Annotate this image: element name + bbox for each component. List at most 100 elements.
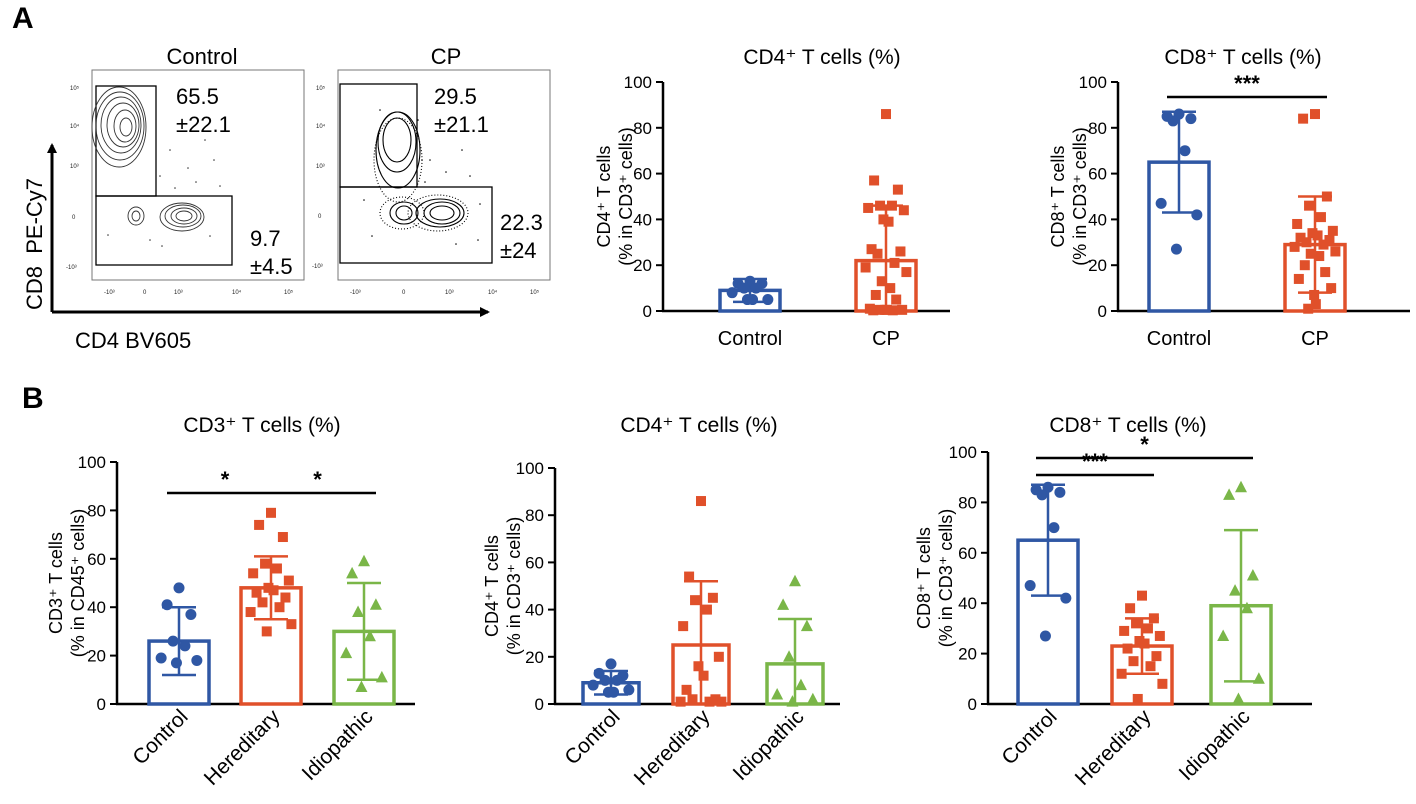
- data-point: [710, 694, 721, 705]
- data-point: [1293, 273, 1304, 284]
- data-point: [1185, 113, 1197, 125]
- flow-scatter-dots: [363, 109, 481, 245]
- flow-x-tick: 10³: [174, 290, 183, 296]
- category-label: CP: [1301, 328, 1329, 350]
- data-point: [1142, 623, 1153, 634]
- data-point: [1327, 225, 1338, 236]
- y-tick-label: 60: [525, 553, 544, 572]
- data-point: [875, 200, 886, 211]
- flow-x-tick: 10⁴: [488, 289, 498, 296]
- data-point: [1154, 630, 1165, 641]
- y-tick-label: 60: [958, 544, 977, 563]
- data-point: [352, 605, 365, 618]
- gate-lower: [95, 195, 233, 266]
- y-axis-label: (% in CD3⁺ cells): [936, 509, 956, 648]
- data-point: [1155, 197, 1167, 209]
- flow-y-tick: 10⁴: [316, 123, 326, 130]
- y-tick-label: 0: [535, 695, 544, 714]
- flow-y-tick: 10³: [70, 164, 79, 170]
- chart-title: CD8⁺ T cells (%): [1049, 414, 1206, 437]
- data-point: [1309, 289, 1320, 300]
- bar-chart-cd4-control-vs-cp: CD4⁺ T cells (%) CD4⁺ T cells (% in CD3⁺ c…: [594, 46, 950, 350]
- y-tick-label: 60: [1088, 165, 1107, 184]
- significance-label: *: [313, 467, 322, 492]
- data-point: [1119, 625, 1130, 636]
- data-point: [251, 587, 262, 598]
- data-point: [1240, 601, 1253, 614]
- data-point: [895, 246, 906, 257]
- data-point: [1217, 629, 1230, 641]
- data-point: [1131, 618, 1142, 629]
- data-point: [1310, 299, 1321, 310]
- gate-lower-sd: ±4.5: [250, 254, 293, 279]
- data-point: [885, 283, 896, 294]
- data-point: [254, 519, 265, 530]
- bar-chart-cd8-control-vs-cp: CD8⁺ T cells (%) CD8⁺ T cells (% in CD3⁺ c…: [1048, 46, 1410, 350]
- y-tick-label: 0: [968, 695, 977, 714]
- data-point: [883, 216, 894, 227]
- data-point: [623, 684, 635, 696]
- y-tick-label: 20: [525, 648, 544, 667]
- data-point: [1128, 656, 1139, 667]
- bar-chart-cd8-by-etiology: CD8⁺ T cells (%) CD8⁺ T cells (% in CD3⁺ c…: [914, 414, 1312, 790]
- y-axis-label: (% in CD45⁺ cells): [68, 509, 88, 658]
- data-point: [687, 694, 698, 705]
- flow-y-tick: 10⁴: [70, 123, 80, 130]
- data-point: [783, 650, 796, 662]
- data-point: [173, 582, 185, 594]
- data-point: [1307, 228, 1318, 239]
- flow-cytometry-panel: CD8 PE-Cy7 CD4 BV605 Control: [22, 44, 551, 353]
- flow-x-tick: -10³: [350, 290, 361, 296]
- data-point: [185, 608, 197, 620]
- y-tick-label: 20: [633, 256, 652, 275]
- y-tick-label: 40: [1088, 210, 1107, 229]
- flow-y-tick: 10⁵: [316, 85, 326, 92]
- data-point: [280, 592, 291, 603]
- y-tick-label: 20: [1088, 256, 1107, 275]
- flow-plot-control: Control: [66, 44, 305, 296]
- data-point: [605, 658, 617, 670]
- data-point: [1060, 592, 1072, 604]
- gate-upper-sd: ±22.1: [176, 112, 231, 137]
- data-point: [892, 184, 903, 195]
- data-point: [869, 175, 880, 186]
- data-point: [876, 276, 887, 287]
- data-point: [1295, 232, 1306, 243]
- category-label: CP: [872, 328, 900, 350]
- data-point: [789, 574, 801, 587]
- data-point: [266, 507, 276, 518]
- data-point: [860, 262, 871, 273]
- data-point: [690, 595, 701, 606]
- y-tick-label: 40: [958, 594, 977, 613]
- y-axis-label: CD3⁺ T cells: [46, 532, 66, 634]
- data-point: [283, 575, 294, 586]
- data-point: [1170, 243, 1182, 255]
- category-label: Idiopathic: [729, 705, 809, 785]
- y-tick-label: 80: [958, 493, 977, 512]
- y-tick-label: 80: [525, 506, 544, 525]
- flow-x-tick: -10³: [104, 290, 115, 296]
- data-point: [608, 686, 620, 698]
- y-tick-label: 80: [1088, 119, 1107, 138]
- gate-lower-sd: ±24: [500, 238, 537, 263]
- data-point: [1157, 678, 1168, 689]
- data-point: [346, 566, 359, 579]
- data-point: [1320, 267, 1331, 278]
- flow-y-axis-label: CD8 PE-Cy7: [22, 178, 47, 310]
- flow-x-tick: 10⁴: [232, 289, 242, 296]
- data-point: [693, 661, 704, 672]
- flow-plot-frame: [91, 69, 305, 281]
- contour-cd8-population: [373, 111, 423, 203]
- data-point: [701, 604, 712, 615]
- data-point: [286, 619, 297, 630]
- contour-dn-population: [379, 196, 425, 230]
- data-point: [268, 585, 279, 596]
- data-point: [696, 496, 706, 507]
- data-point: [1315, 212, 1326, 223]
- data-point: [1039, 630, 1051, 642]
- data-point: [1151, 651, 1162, 662]
- data-point: [587, 679, 599, 691]
- gate-upper-value: 65.5: [176, 84, 219, 109]
- data-point: [1299, 260, 1310, 271]
- data-point: [771, 688, 784, 700]
